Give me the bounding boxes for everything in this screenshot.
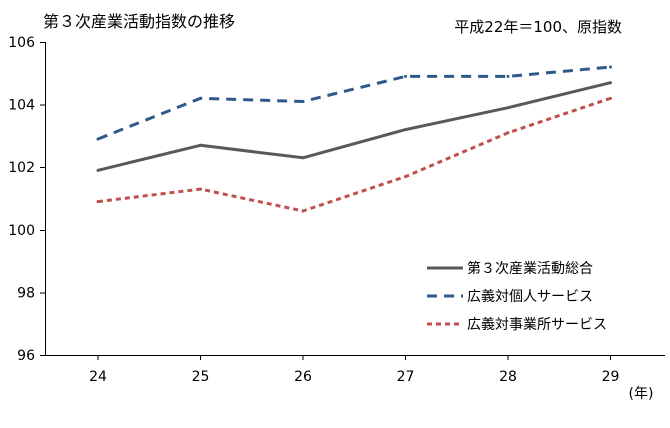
- data-point: [301, 99, 305, 103]
- data-point: [199, 96, 202, 100]
- data-point: [301, 209, 305, 213]
- x-tick-label: 28: [499, 369, 517, 385]
- data-point: [96, 168, 100, 172]
- y-tick-label: 96: [17, 348, 35, 364]
- data-point: [96, 200, 100, 204]
- data-point: [96, 137, 100, 141]
- x-axis-unit: (年): [629, 386, 654, 402]
- y-tick-label: 100: [8, 223, 35, 239]
- x-axis-ticks: 24 25 26 27 28 29: [89, 355, 619, 385]
- series-line-3: [97, 96, 611, 213]
- series-line-1: [97, 81, 611, 172]
- data-point: [609, 65, 612, 69]
- data-point: [199, 143, 202, 147]
- data-point: [199, 187, 202, 191]
- y-tick-label: 106: [8, 35, 35, 51]
- legend-label: 広義対事業所サービス: [467, 316, 607, 333]
- x-tick-label: 27: [397, 369, 415, 385]
- data-point: [506, 106, 510, 110]
- data-point: [404, 128, 407, 132]
- data-point: [301, 156, 305, 160]
- legend-label: 第３次産業活動総合: [467, 260, 593, 277]
- series-line-2: [97, 65, 611, 141]
- data-point: [506, 131, 510, 135]
- data-point: [404, 74, 407, 78]
- y-axis-ticks: 96 98 100 102 104 106: [8, 35, 45, 364]
- chart-subtitle: 平成22年＝100、原指数: [454, 18, 622, 36]
- x-tick-label: 29: [602, 369, 620, 385]
- data-point: [609, 96, 612, 100]
- x-tick-label: 25: [192, 369, 210, 385]
- data-point: [404, 175, 407, 179]
- x-tick-label: 24: [89, 369, 107, 385]
- series-layer: [96, 65, 612, 213]
- data-point: [609, 81, 612, 85]
- legend-label: 広義対個人サービス: [467, 288, 593, 305]
- y-tick-label: 104: [8, 98, 35, 114]
- y-tick-label: 98: [17, 285, 35, 301]
- x-tick-label: 26: [294, 369, 312, 385]
- y-tick-label: 102: [8, 160, 35, 176]
- chart-title: 第３次産業活動指数の推移: [43, 12, 235, 31]
- data-point: [506, 74, 510, 78]
